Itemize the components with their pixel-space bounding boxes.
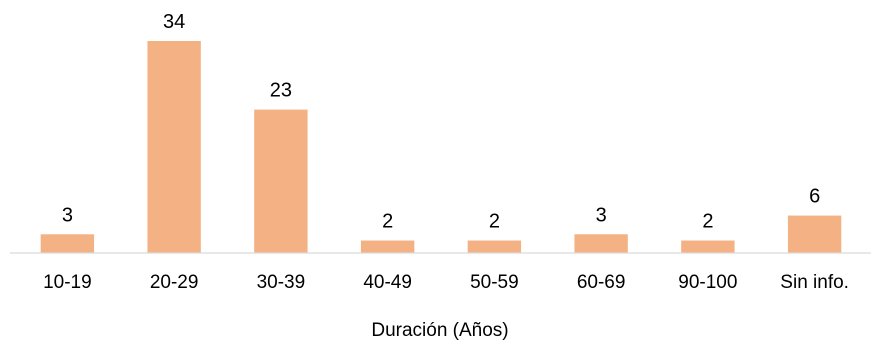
- value-label-4: 2: [489, 211, 500, 233]
- bar-0: [40, 234, 95, 253]
- value-label-3: 2: [382, 211, 393, 233]
- x-axis-title: Duración (Años): [371, 320, 508, 341]
- x-tick-label-6: 90-100: [678, 272, 737, 293]
- x-tick-label-3: 40-49: [363, 272, 412, 293]
- bars-layer: [40, 41, 842, 253]
- x-tick-label-2: 30-39: [257, 272, 306, 293]
- bar-5: [574, 234, 628, 253]
- x-tick-label-5: 60-69: [577, 272, 626, 293]
- value-label-1: 34: [163, 11, 185, 33]
- bar-2: [254, 109, 308, 253]
- value-label-5: 3: [596, 204, 607, 226]
- bar-6: [681, 240, 735, 253]
- x-tick-label-4: 50-59: [470, 272, 519, 293]
- x-tick-label-0: 10-19: [43, 272, 92, 293]
- bar-7: [787, 215, 842, 253]
- x-tick-labels-layer: 10-19 20-29 30-39 40-49 50-59 60-69 90-100 Sin …: [43, 272, 849, 293]
- value-label-2: 23: [270, 80, 292, 102]
- x-tick-label-7: Sin info.: [780, 272, 849, 293]
- value-label-7: 6: [809, 186, 820, 208]
- value-label-6: 2: [702, 211, 713, 233]
- bar-4: [467, 240, 522, 253]
- bar-1: [147, 41, 201, 253]
- value-label-0: 3: [62, 204, 73, 226]
- bar-3: [360, 240, 415, 253]
- x-tick-label-1: 20-29: [150, 272, 199, 293]
